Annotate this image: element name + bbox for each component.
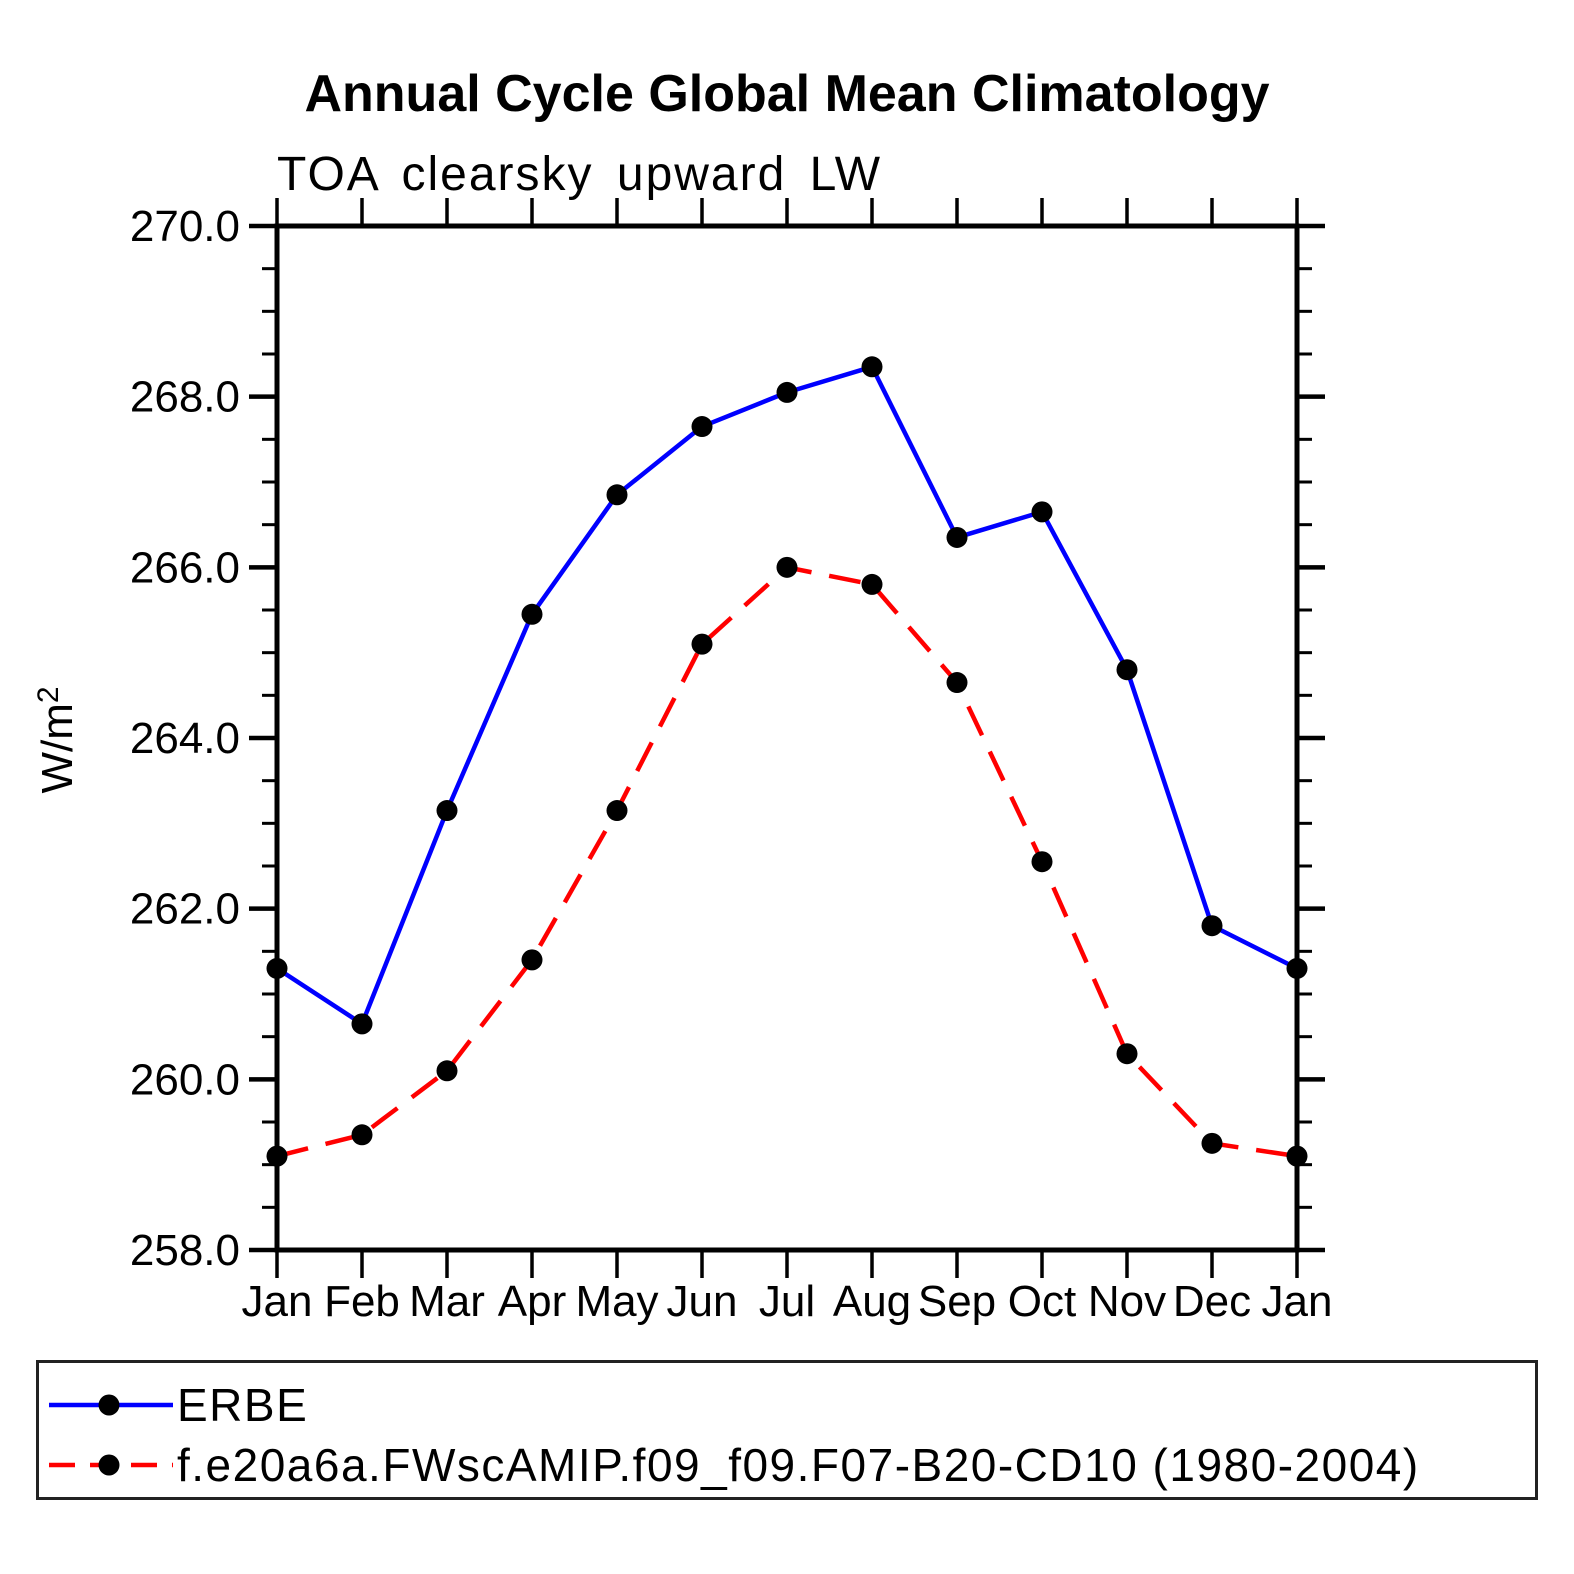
plot-frame bbox=[274, 223, 1300, 1253]
legend-label-model: f.e20a6a.FWscAMIP.f09_f09.F07-B20-CD10 (… bbox=[177, 1439, 1420, 1491]
data-point-series1-aug-7 bbox=[861, 573, 883, 595]
legend-item-erbe: ERBE bbox=[47, 1377, 308, 1433]
plot-frame-rect bbox=[274, 223, 1300, 1253]
x-tick-label-aug-7: Aug bbox=[833, 1277, 911, 1326]
series-line-1 bbox=[276, 565, 1298, 1159]
data-point-series0-aug-7 bbox=[861, 356, 883, 378]
chart-subtitle: TOA clearsky upward LW bbox=[277, 148, 882, 201]
legend-label-erbe: ERBE bbox=[177, 1379, 309, 1431]
x-tick-label-dec-11: Dec bbox=[1173, 1277, 1251, 1326]
y-tick-label-266.0: 266.0 bbox=[130, 543, 240, 592]
data-point-series1-apr-3 bbox=[521, 949, 543, 971]
x-tick-label-feb-1: Feb bbox=[324, 1277, 400, 1326]
data-point-series1-jan-12 bbox=[1286, 1145, 1308, 1167]
axis-labels: Jan Feb Mar Apr May Jun Jul Aug Sep Oct Nov Dec Jan2… bbox=[130, 202, 1333, 1326]
data-point-series1-dec-11 bbox=[1201, 1132, 1223, 1154]
axis-ticks bbox=[249, 198, 1325, 1278]
data-point-series1-feb-1 bbox=[351, 1124, 373, 1146]
x-tick-label-oct-9: Oct bbox=[1008, 1277, 1076, 1326]
chart-title: Annual Cycle Global Mean Climatology bbox=[304, 65, 1270, 123]
data-point-series0-may-4 bbox=[606, 484, 628, 506]
legend-line-sample-dashed bbox=[49, 1454, 173, 1476]
x-tick-label-jan-0: Jan bbox=[242, 1277, 313, 1326]
x-tick-label-may-4: May bbox=[575, 1277, 658, 1326]
data-point-series0-dec-11 bbox=[1201, 915, 1223, 937]
x-tick-label-jul-6: Jul bbox=[759, 1277, 815, 1326]
x-tick-label-mar-2: Mar bbox=[409, 1277, 485, 1326]
data-point-series1-mar-2 bbox=[436, 1060, 458, 1082]
data-series bbox=[266, 356, 1308, 1167]
data-point-series0-feb-1 bbox=[351, 1013, 373, 1035]
legend-line-sample-solid bbox=[49, 1394, 173, 1416]
y-axis-title: W/m2 bbox=[32, 686, 82, 793]
data-point-series0-nov-10 bbox=[1116, 659, 1138, 681]
data-point-series0-jul-6 bbox=[776, 381, 798, 403]
data-point-series1-jun-5 bbox=[691, 633, 713, 655]
data-point-series1-sep-8 bbox=[946, 672, 968, 694]
data-point-series0-mar-2 bbox=[436, 800, 458, 822]
y-tick-label-264.0: 264.0 bbox=[130, 714, 240, 763]
y-tick-label-260.0: 260.0 bbox=[130, 1055, 240, 1104]
y-tick-label-270.0: 270.0 bbox=[130, 202, 240, 251]
series-line-0 bbox=[275, 364, 1299, 1027]
data-point-series1-oct-9 bbox=[1031, 851, 1053, 873]
x-tick-label-jan-12: Jan bbox=[1262, 1277, 1333, 1326]
data-point-series0-sep-8 bbox=[946, 526, 968, 548]
y-tick-label-268.0: 268.0 bbox=[130, 373, 240, 422]
x-tick-label-jun-5: Jun bbox=[667, 1277, 738, 1326]
data-point-series0-jan-12 bbox=[1286, 957, 1308, 979]
legend: ERBE f.e20a6a.FWscAMIP.f09_f09.F07-B20-C… bbox=[36, 1360, 1538, 1500]
data-point-series0-oct-9 bbox=[1031, 501, 1053, 523]
x-tick-label-apr-3: Apr bbox=[498, 1277, 566, 1326]
data-point-series0-jun-5 bbox=[691, 416, 713, 438]
data-point-series1-may-4 bbox=[606, 800, 628, 822]
data-point-series1-nov-10 bbox=[1116, 1043, 1138, 1065]
y-tick-label-262.0: 262.0 bbox=[130, 885, 240, 934]
legend-item-model: f.e20a6a.FWscAMIP.f09_f09.F07-B20-CD10 (… bbox=[47, 1437, 1420, 1493]
data-point-series0-apr-3 bbox=[521, 603, 543, 625]
y-tick-label-258.0: 258.0 bbox=[130, 1226, 240, 1275]
x-tick-label-sep-8: Sep bbox=[918, 1277, 996, 1326]
x-tick-label-nov-10: Nov bbox=[1088, 1277, 1166, 1326]
data-point-series0-jan-0 bbox=[266, 957, 288, 979]
data-point-series1-jul-6 bbox=[776, 556, 798, 578]
data-point-series1-jan-0 bbox=[266, 1145, 288, 1167]
